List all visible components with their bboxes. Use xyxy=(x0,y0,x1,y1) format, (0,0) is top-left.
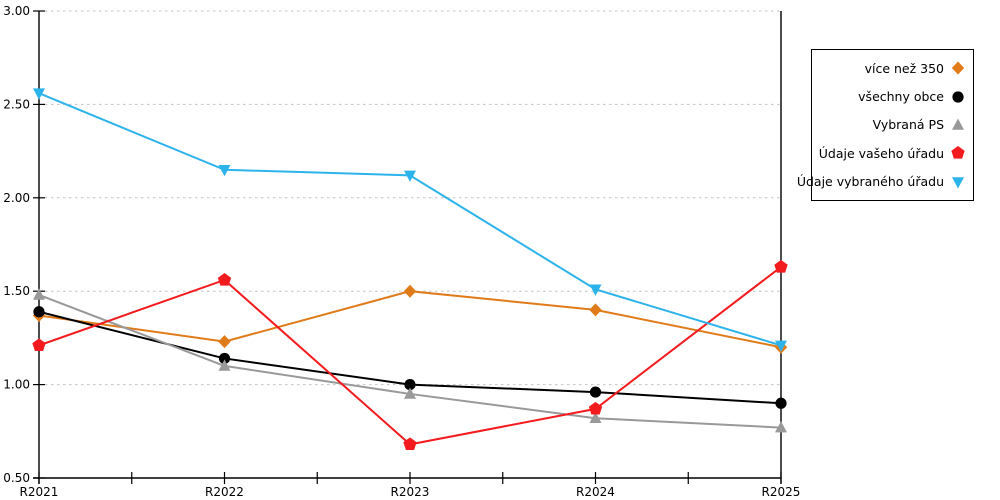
y-tick-label: 2.50 xyxy=(3,97,30,111)
data-point-triangle-down xyxy=(33,88,45,100)
triangle-up-marker-icon xyxy=(952,118,964,130)
data-point-circle xyxy=(589,386,602,398)
triangle-down-marker-icon xyxy=(952,176,964,189)
data-point-diamond xyxy=(589,303,602,317)
data-point-triangle-up xyxy=(775,421,787,433)
y-tick-label: 0.50 xyxy=(3,471,30,485)
data-point-triangle-up xyxy=(218,359,231,371)
data-point-pentagon xyxy=(217,272,232,286)
data-point-triangle-down xyxy=(404,170,416,182)
data-point-circle xyxy=(33,306,45,318)
x-tick-label: R2025 xyxy=(762,485,801,499)
legend-item: všechny obce xyxy=(812,84,973,110)
x-tick-label: R2021 xyxy=(20,485,59,499)
legend-label: Údaje vašeho úřadu xyxy=(818,145,944,161)
legend-label: všechny obce xyxy=(858,89,944,105)
circle-marker-shape xyxy=(952,90,964,103)
data-point-circle xyxy=(218,352,231,365)
diamond-marker-icon xyxy=(951,61,965,75)
data-point-triangle-up xyxy=(33,288,45,300)
data-point-triangle-down xyxy=(218,164,231,177)
legend-label: Údaje vybraného úřadu xyxy=(796,174,944,190)
data-point-diamond xyxy=(403,284,417,298)
series-line-triangle-up xyxy=(38,294,782,429)
x-tick-label: R2024 xyxy=(576,485,615,499)
legend-item: Údaje vašeho úřadu xyxy=(812,140,973,166)
legend-item: Údaje vybraného úřadu xyxy=(797,169,973,195)
legend-label: více než 350 xyxy=(864,60,944,76)
pentagon-marker-icon xyxy=(951,146,965,160)
data-point-circle xyxy=(775,397,787,409)
data-point-pentagon xyxy=(32,338,46,352)
legend-item: Vybraná PS xyxy=(812,112,973,138)
circle-marker-icon xyxy=(952,90,964,103)
data-point-triangle-down xyxy=(589,284,602,296)
data-point-triangle-down xyxy=(775,340,787,352)
data-point-circle xyxy=(404,379,416,391)
diamond-marker-shape xyxy=(951,61,965,75)
data-point-diamond xyxy=(218,335,231,349)
data-point-triangle-up xyxy=(589,411,602,424)
data-point-pentagon xyxy=(403,437,417,451)
data-point-triangle-up xyxy=(404,387,416,399)
legend-label: Vybraná PS xyxy=(872,117,944,133)
x-tick-label: R2022 xyxy=(205,485,244,499)
y-tick-label: 2.00 xyxy=(3,191,30,205)
chart-legend: více než 350 všechny obce Vybraná PS Údaje … xyxy=(797,49,974,201)
data-point-pentagon xyxy=(588,401,603,415)
pentagon-marker-shape xyxy=(951,146,965,160)
legend-item: více než 350 xyxy=(812,55,973,81)
x-tick-label: R2023 xyxy=(391,485,430,499)
y-tick-label: 1.50 xyxy=(3,284,30,298)
y-tick-label: 3.00 xyxy=(3,4,30,18)
triangle-up-marker-shape xyxy=(952,118,964,130)
triangle-down-marker-shape xyxy=(952,176,964,189)
series-line-triangle-down xyxy=(38,92,782,347)
data-point-pentagon xyxy=(774,259,788,273)
y-tick-label: 1.00 xyxy=(3,378,30,392)
